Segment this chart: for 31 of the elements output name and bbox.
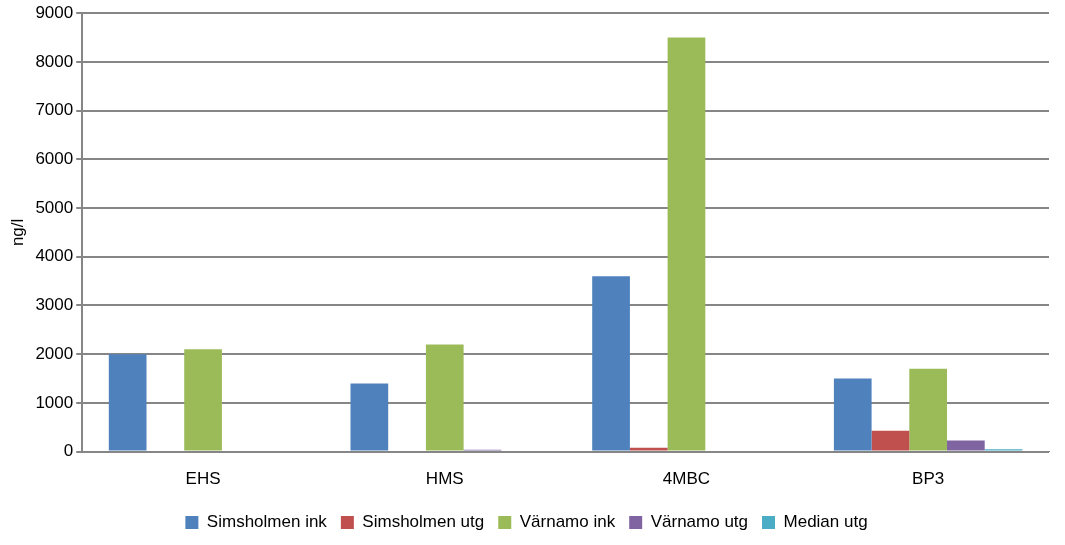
y-tick-label: 9000 [35, 2, 74, 22]
y-tick-label: 1000 [35, 392, 74, 412]
y-tick-label: 7000 [35, 100, 74, 120]
y-tick-label: 6000 [35, 149, 74, 169]
bar [592, 276, 630, 451]
bar [184, 349, 222, 451]
x-tick-label: HMS [425, 469, 464, 489]
y-tick-label: 8000 [35, 51, 74, 71]
bar [871, 430, 910, 451]
y-tick-label: 5000 [35, 197, 74, 217]
y-tick-label: 3000 [35, 295, 74, 315]
legend-label: Simsholmen ink [206, 512, 328, 532]
y-tick-label: 2000 [35, 343, 74, 363]
bar [350, 383, 389, 451]
y-tick-label: 4000 [35, 246, 74, 266]
x-tick-label: EHS [185, 469, 221, 489]
legend-label: Värnamo utg [650, 512, 749, 532]
bar [629, 447, 668, 451]
y-axis-title: ng/l [7, 218, 27, 247]
x-tick-label: BP3 [912, 469, 945, 489]
bar [425, 344, 464, 451]
bar [947, 440, 985, 451]
bar [667, 37, 706, 451]
bar [909, 368, 948, 451]
legend-label: Simsholmen utg [362, 512, 485, 532]
y-tick-label: 0 [63, 441, 74, 461]
legend-label: Värnamo ink [519, 512, 616, 532]
bar [108, 354, 147, 451]
bar [833, 378, 872, 451]
x-tick-label: 4MBC [662, 469, 711, 489]
legend-label: Median utg [783, 512, 868, 532]
